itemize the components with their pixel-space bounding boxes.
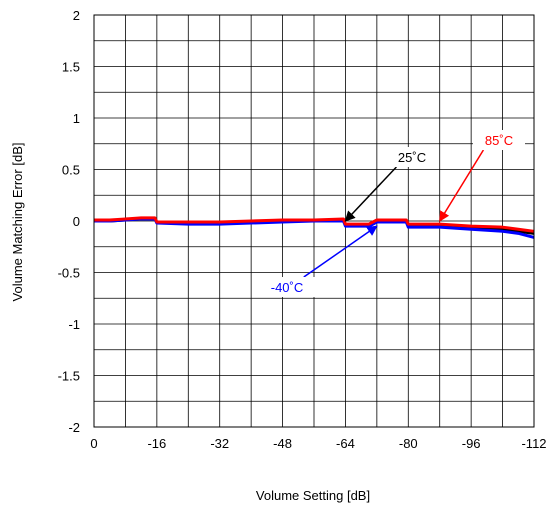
annotation: 25˚C [344,147,438,222]
y-tick-label: 0 [73,214,80,229]
annotation-label: 25˚C [398,150,426,165]
annotations: 25˚C 85˚C -40˚C [259,130,525,297]
annotation-label: -40˚C [271,280,304,295]
annotation: -40˚C [259,225,378,297]
x-tick-label: -80 [399,436,418,451]
annotation-box [259,277,315,297]
x-tick-label: -96 [462,436,481,451]
x-tick-label: -112 [521,436,546,451]
x-tick-label: -48 [273,436,292,451]
y-tick-label: 2 [73,8,80,23]
y-tick-label: -1 [68,317,80,332]
y-tick-label: 1.5 [62,60,80,75]
y-tick-label: 0.5 [62,163,80,178]
x-tick-labels: 0 -16 -32 -48 -64 -80 -96 -112 [90,436,546,451]
annotation-arrow [303,225,378,278]
y-tick-label: -0.5 [58,266,80,281]
y-tick-labels: 2 1.5 1 0.5 0 -0.5 -1 -1.5 -2 [58,8,80,435]
annotation-box [386,147,438,167]
grid [93,14,535,428]
y-axis-title: Volume Matching Error [dB] [10,143,25,302]
annotation-label: 85˚C [485,133,513,148]
y-tick-label: -1.5 [58,369,80,384]
annotation: 85˚C [439,130,525,222]
series-line [94,216,535,233]
y-tick-label: 1 [73,111,80,126]
x-tick-label: -16 [147,436,166,451]
annotation-box [473,130,525,150]
plot-frame [93,14,535,428]
x-tick-label: -64 [336,436,355,451]
x-tick-label: -32 [210,436,229,451]
y-tick-label: -2 [68,420,80,435]
x-tick-label: 0 [90,436,97,451]
annotation-arrow [439,149,485,222]
x-axis-title: Volume Setting [dB] [256,488,370,503]
annotation-arrow [344,166,397,222]
series-layer [94,216,535,239]
